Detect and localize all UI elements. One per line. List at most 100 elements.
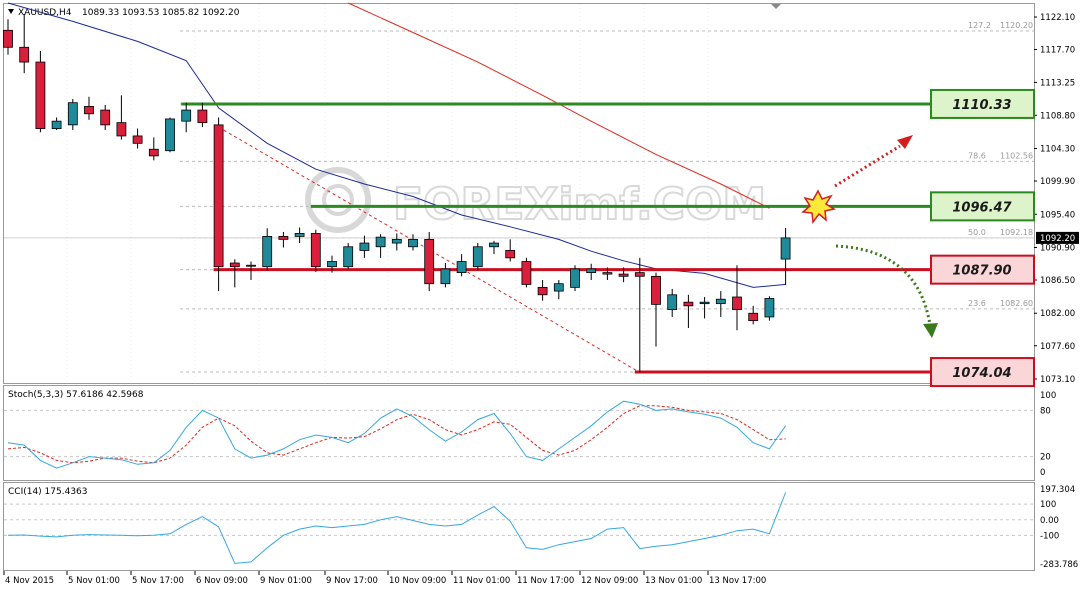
bull-candle <box>715 298 726 305</box>
bull-candle <box>375 236 386 248</box>
fib-price-label: 1082.60 <box>1000 299 1033 308</box>
time-axis-label: 9 Nov 17:00 <box>326 576 378 586</box>
annotations <box>801 135 938 338</box>
bear-candle <box>3 29 13 48</box>
bear-candle <box>683 301 694 307</box>
bull-candle <box>165 118 175 152</box>
time-axis-label: 10 Nov 09:00 <box>389 576 446 586</box>
time-axis: 4 Nov 2015 5 Nov 01:00 5 Nov 17:00 6 Nov 09… <box>3 571 766 586</box>
bear-candle <box>618 273 629 277</box>
bull-candle <box>667 294 678 310</box>
time-axis-label: 6 Nov 09:00 <box>196 576 248 586</box>
resistance-level-box <box>930 88 1035 119</box>
bear-candle <box>197 109 208 124</box>
cci-panel-frame <box>3 482 1035 571</box>
stoch-title: Stoch(5,3,3) 57.6186 42.5968 <box>8 390 144 400</box>
time-axis-label: 12 Nov 09:00 <box>581 576 638 586</box>
cci-axis-label: -283.786 <box>1040 560 1078 570</box>
bull-candle <box>294 233 305 237</box>
main-panel-frame <box>3 3 1035 384</box>
bull-candle <box>408 238 418 248</box>
bull-candle <box>570 268 580 288</box>
price-axis-label: 1113.25 <box>1040 78 1075 88</box>
bull-candle <box>472 246 483 268</box>
resistance-level-box <box>930 191 1035 222</box>
bear-candle <box>213 124 224 268</box>
stoch-axis-label: 0 <box>1040 468 1045 478</box>
time-axis-label: 11 Nov 01:00 <box>453 576 510 586</box>
resistance-level-value: 1110.33 <box>952 98 1011 113</box>
bull-candle <box>780 237 791 260</box>
bull-candle <box>359 242 370 251</box>
bear-candle <box>310 233 321 268</box>
support-level-value: 1074.04 <box>952 366 1011 381</box>
price-axis-label: 1122.10 <box>1040 13 1075 23</box>
bear-candle <box>132 135 143 144</box>
bear-candle <box>116 122 127 137</box>
bull-candle <box>67 102 78 126</box>
support-level-box <box>930 357 1035 388</box>
support-level-value: 1087.90 <box>952 264 1011 279</box>
price-axis-label: 1090.90 <box>1040 243 1075 253</box>
bear-candle <box>229 262 240 268</box>
cci-axis-label: -100 <box>1040 531 1059 541</box>
stoch-series: 100 80 20 0 <box>4 391 1056 478</box>
time-axis-label: 9 Nov 01:00 <box>260 576 312 586</box>
bear-candle <box>732 296 742 310</box>
bull-candle <box>181 109 192 122</box>
breakout-star-icon <box>801 189 836 224</box>
bull-candle <box>764 298 775 318</box>
cci-series: 197.304 100 0.00 -100 -283.786 <box>4 485 1078 570</box>
stoch-axis-label: 20 <box>1040 453 1051 463</box>
fib-price-label: 1102.56 <box>1000 151 1033 160</box>
cci-axis-label: 100 <box>1040 500 1056 510</box>
current-price-label: 1092.20 <box>1040 234 1075 244</box>
bull-candle <box>246 264 256 267</box>
ohlc-label: 1089.33 1093.53 1085.82 1092.20 <box>82 8 240 18</box>
bear-candle <box>19 46 30 63</box>
cci-line <box>7 492 787 564</box>
cci-axis-label: 197.304 <box>1040 485 1075 495</box>
bull-candle <box>602 272 613 275</box>
time-axis-label: 11 Nov 17:00 <box>517 576 574 586</box>
price-axis-label: 1099.90 <box>1040 177 1075 187</box>
red-moving-average <box>347 2 770 209</box>
stoch-axis-label: 100 <box>1040 391 1056 401</box>
bull-candle <box>440 268 451 285</box>
stoch-signal-line <box>7 405 786 464</box>
bull-candle <box>327 261 337 268</box>
stoch-main-line <box>7 400 787 469</box>
time-axis-label: 13 Nov 01:00 <box>645 576 702 586</box>
bearish-arrow-head <box>923 323 938 338</box>
bull-candle <box>262 236 273 268</box>
bull-candle <box>586 268 597 274</box>
bear-candle <box>651 275 661 305</box>
bull-candle <box>456 261 467 274</box>
price-axis-label: 1095.40 <box>1040 210 1075 220</box>
fib-price-label: 1120.20 <box>1000 21 1033 30</box>
scroll-shift-icon[interactable] <box>771 4 781 9</box>
price-axis-label: 1082.00 <box>1040 309 1075 319</box>
bear-candle <box>100 109 111 126</box>
price-axis-label: 1108.80 <box>1040 111 1075 121</box>
bear-candle <box>35 61 46 129</box>
bear-candle <box>84 105 94 115</box>
dropdown-arrow-icon[interactable] <box>8 9 14 14</box>
time-axis-label: 5 Nov 01:00 <box>68 576 120 586</box>
bull-candle <box>553 283 564 292</box>
bear-candle <box>278 236 289 240</box>
bull-candle <box>391 238 402 244</box>
time-axis-label: 4 Nov 2015 <box>5 576 54 586</box>
stoch-panel-frame <box>3 385 1035 481</box>
bull-candle <box>51 120 62 129</box>
candles <box>3 14 791 373</box>
fib-level-label: 127.2 <box>968 21 991 30</box>
bear-candle <box>634 272 645 277</box>
price-axis: 1122.10 1117.70 1113.25 1108.80 1104.30 1099.… <box>1034 13 1079 385</box>
support-level-box <box>930 254 1035 285</box>
price-axis-label: 1073.10 <box>1040 375 1075 385</box>
cci-title: CCI(14) 175.4363 <box>8 487 88 497</box>
fib-level-label: 78.6 <box>968 151 986 160</box>
